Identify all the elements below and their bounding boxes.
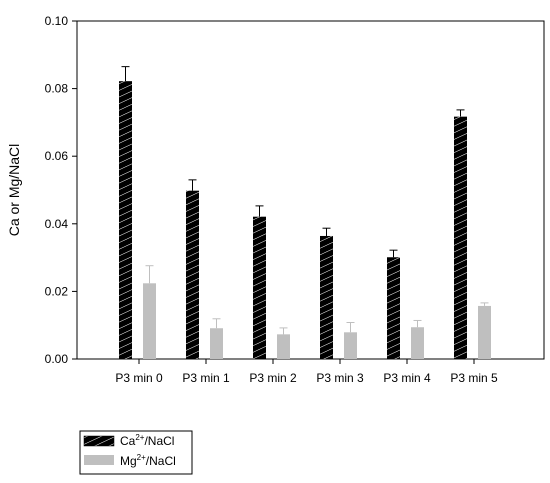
mg-bar	[210, 328, 223, 359]
mg-bar	[344, 332, 357, 359]
x-tick-label: P3 min 5	[450, 371, 498, 385]
x-axis: P3 min 0 P3 min 1 P3 min 2 P3 min 3 P3 min 4…	[115, 359, 498, 385]
ca-bar	[454, 116, 467, 360]
y-axis-title: Ca or Mg/NaCl	[6, 144, 22, 237]
mg-bar	[277, 334, 290, 359]
y-tick-label: 0.08	[45, 82, 69, 96]
legend-label-mg: Mg2+/NaCl	[120, 453, 176, 468]
ca-bar	[253, 216, 266, 359]
bars	[119, 66, 491, 360]
mg-bar	[411, 327, 424, 359]
x-tick-label: P3 min 1	[182, 371, 230, 385]
y-tick-label: 0.04	[45, 217, 69, 231]
x-tick-label: P3 min 4	[383, 371, 431, 385]
x-tick-label: P3 min 0	[115, 371, 163, 385]
ca-bar	[320, 235, 333, 359]
y-tick-label: 0.02	[45, 284, 69, 298]
x-tick-label: P3 min 2	[249, 371, 297, 385]
ca-bar	[186, 190, 199, 359]
x-tick-label: P3 min 3	[316, 371, 364, 385]
mg-bar	[143, 283, 156, 359]
y-axis: 0.00 0.02 0.04 0.06 0.08 0.10	[45, 14, 77, 366]
y-tick-label: 0.06	[45, 149, 69, 163]
legend-label-ca: Ca2+/NaCl	[120, 433, 174, 448]
ca-bar	[387, 257, 400, 359]
legend: Ca2+/NaCl Mg2+/NaCl	[79, 430, 193, 475]
ca-bar	[119, 81, 132, 359]
y-tick-label: 0.00	[45, 352, 69, 366]
legend-swatch-mg	[84, 455, 114, 465]
mg-bar	[478, 305, 491, 359]
y-tick-label: 0.10	[45, 14, 69, 28]
legend-swatch-ca	[83, 435, 115, 447]
